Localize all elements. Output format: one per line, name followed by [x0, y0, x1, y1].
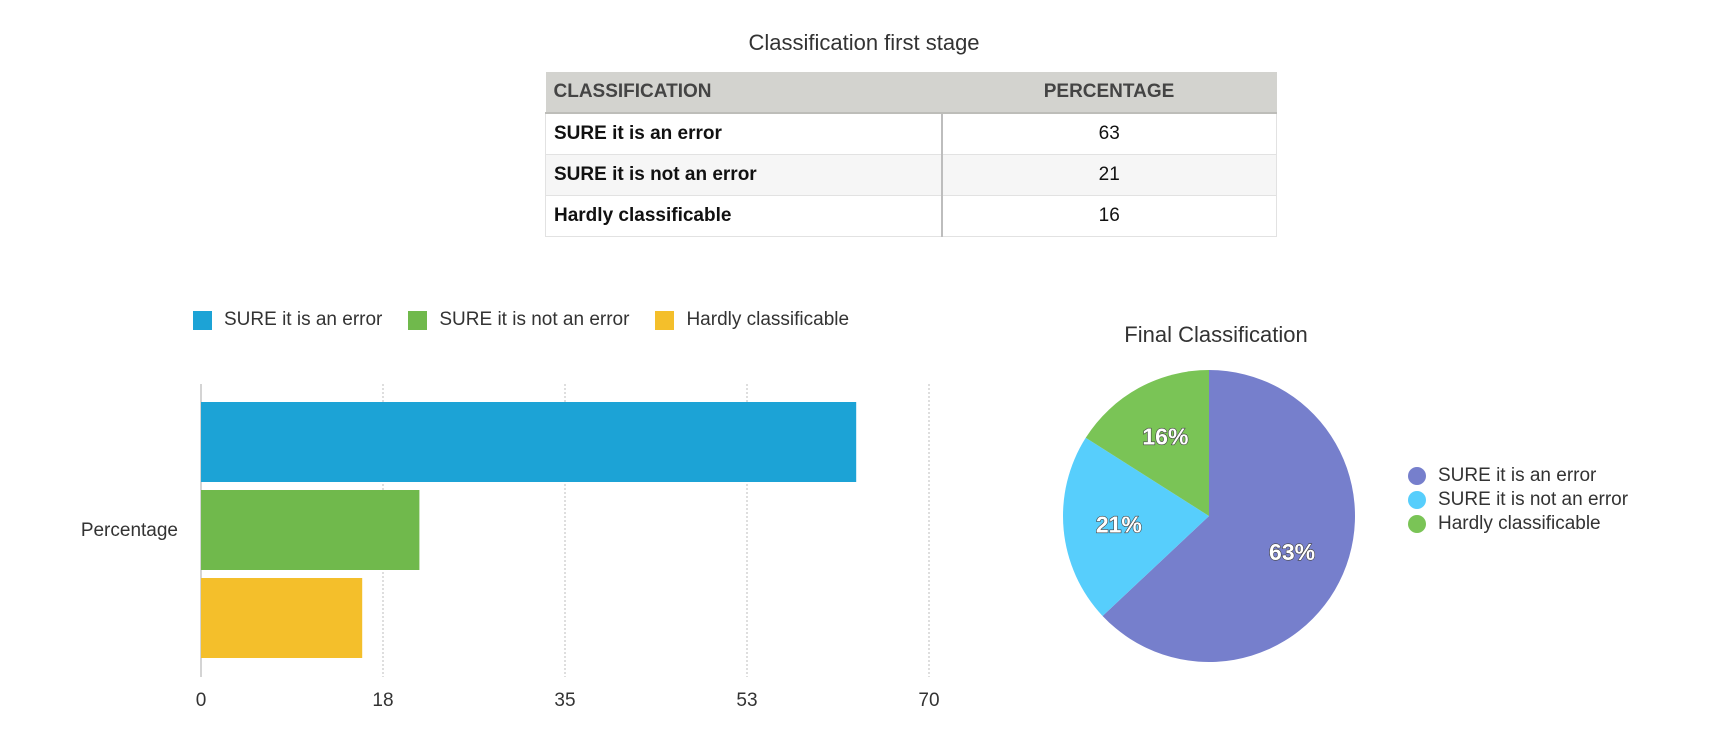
pie-slice[interactable] — [1102, 370, 1355, 662]
bar-category-label: Percentage — [81, 520, 178, 541]
bar-legend-swatch — [408, 310, 428, 330]
pie-title: Final Classification — [1124, 322, 1307, 347]
pie-legend-item[interactable]: SURE it is not an error — [1408, 488, 1628, 512]
bar[interactable] — [201, 578, 363, 658]
classification-table: CLASSIFICATION PERCENTAGE SURE it is an … — [545, 72, 1277, 237]
bar-chart-legend: SURE it is an error SURE it is not an er… — [193, 307, 875, 333]
pie-legend-label: Hardly classificable — [1438, 513, 1601, 534]
bar-legend-swatch — [655, 310, 675, 330]
table-row: SURE it is not an error 21 — [545, 154, 1277, 196]
pie-legend-label: SURE it is an error — [1438, 465, 1597, 486]
bar-legend-label: SURE it is an error — [224, 309, 383, 330]
row-label: SURE it is an error — [545, 112, 943, 155]
bar[interactable] — [201, 402, 857, 482]
bar-x-tick-label: 18 — [372, 690, 393, 711]
pie-legend-item[interactable]: SURE it is an error — [1408, 464, 1628, 488]
bar-x-tick-label: 70 — [918, 690, 939, 711]
row-value: 21 — [941, 154, 1277, 196]
pie-slice-label: 21% — [1096, 512, 1142, 538]
bar-x-tick-label: 53 — [736, 690, 757, 711]
header-classification: CLASSIFICATION — [545, 72, 942, 114]
pie-slice-label: 16% — [1142, 424, 1188, 450]
bar-legend-item[interactable]: Hardly classificable — [655, 309, 849, 331]
pie-legend-dot — [1408, 491, 1426, 509]
bar-legend-label: Hardly classificable — [686, 309, 850, 330]
row-value: 16 — [941, 195, 1277, 237]
header-percentage: PERCENTAGE — [941, 72, 1277, 114]
table-title: Classification first stage — [748, 30, 980, 55]
pie-chart: Final Classification 63% 21% 16% — [1063, 322, 1355, 662]
pie-legend-dot — [1408, 467, 1426, 485]
row-value: 63 — [941, 112, 1277, 155]
pie-legend-label: SURE it is not an error — [1438, 489, 1629, 510]
pie-slice[interactable] — [1085, 370, 1209, 516]
pie-slice[interactable] — [1063, 437, 1209, 616]
bar-legend-swatch — [193, 310, 212, 330]
bar-legend-label: SURE it is not an error — [439, 309, 630, 330]
bar[interactable] — [201, 490, 420, 570]
row-label: Hardly classificable — [545, 195, 943, 237]
table-row: Hardly classificable 16 — [545, 195, 1277, 237]
row-label: SURE it is not an error — [545, 154, 943, 196]
bar-chart: 0 18 35 53 70 Percentage — [81, 384, 940, 711]
bar-x-tick-label: 35 — [554, 690, 575, 711]
pie-legend: SURE it is an error SURE it is not an er… — [1408, 464, 1628, 536]
classification-table-grid: CLASSIFICATION PERCENTAGE SURE it is an … — [545, 72, 1277, 237]
table-header-row: CLASSIFICATION PERCENTAGE — [545, 72, 1277, 114]
table-row: SURE it is an error 63 — [545, 112, 1277, 155]
bar-x-tick-label: 0 — [196, 690, 207, 711]
bar-legend-item[interactable]: SURE it is an error — [193, 309, 382, 331]
pie-slice-label: 63% — [1269, 539, 1315, 565]
pie-legend-dot — [1408, 515, 1426, 533]
pie-legend-item[interactable]: Hardly classificable — [1408, 512, 1628, 536]
bar-legend-item[interactable]: SURE it is not an error — [408, 309, 629, 331]
